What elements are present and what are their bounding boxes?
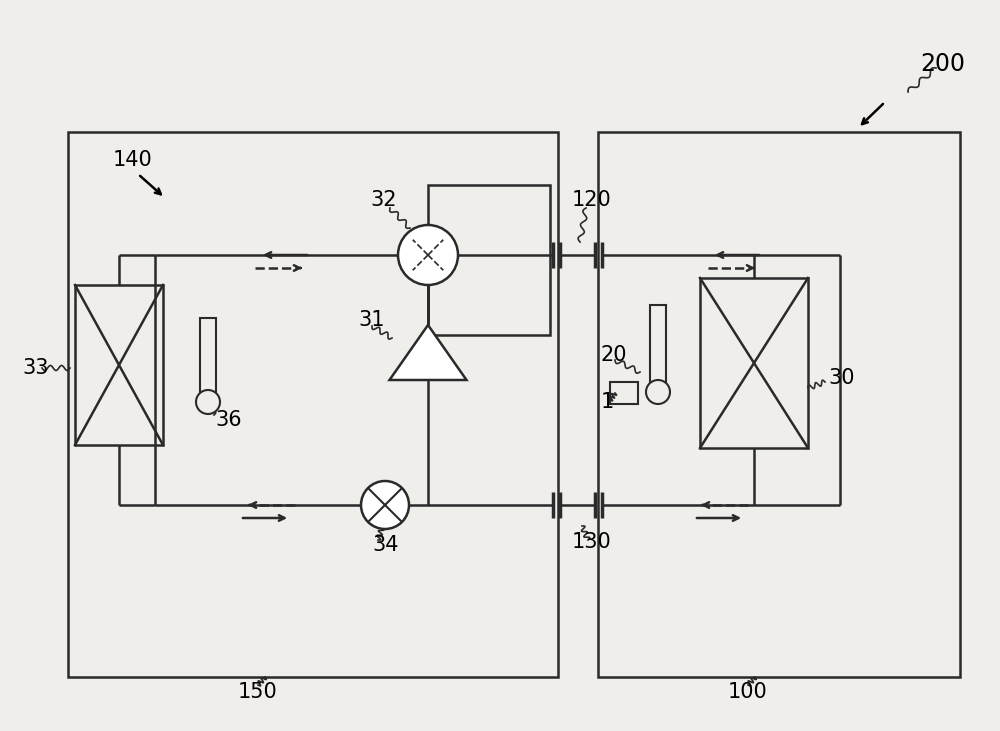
Bar xyxy=(75,285,163,445)
Circle shape xyxy=(361,481,409,529)
Bar xyxy=(428,185,550,335)
Text: 150: 150 xyxy=(238,682,278,702)
Text: 20: 20 xyxy=(600,345,626,365)
Bar xyxy=(700,278,808,448)
Text: 130: 130 xyxy=(572,532,612,552)
Text: 31: 31 xyxy=(358,310,384,330)
Text: 120: 120 xyxy=(572,190,612,210)
Bar xyxy=(610,382,638,404)
Text: 100: 100 xyxy=(728,682,768,702)
Polygon shape xyxy=(390,325,466,380)
Text: 1: 1 xyxy=(601,392,614,412)
Text: 36: 36 xyxy=(215,410,242,430)
Circle shape xyxy=(398,225,458,285)
Bar xyxy=(68,132,558,677)
Text: 34: 34 xyxy=(372,535,398,555)
Text: 33: 33 xyxy=(22,358,48,378)
Bar xyxy=(200,318,216,392)
Bar xyxy=(598,132,960,677)
Bar xyxy=(650,305,666,382)
Text: 200: 200 xyxy=(920,52,965,76)
Text: 30: 30 xyxy=(828,368,854,388)
Text: 140: 140 xyxy=(113,150,153,170)
Circle shape xyxy=(196,390,220,414)
Text: 32: 32 xyxy=(370,190,396,210)
Circle shape xyxy=(646,380,670,404)
